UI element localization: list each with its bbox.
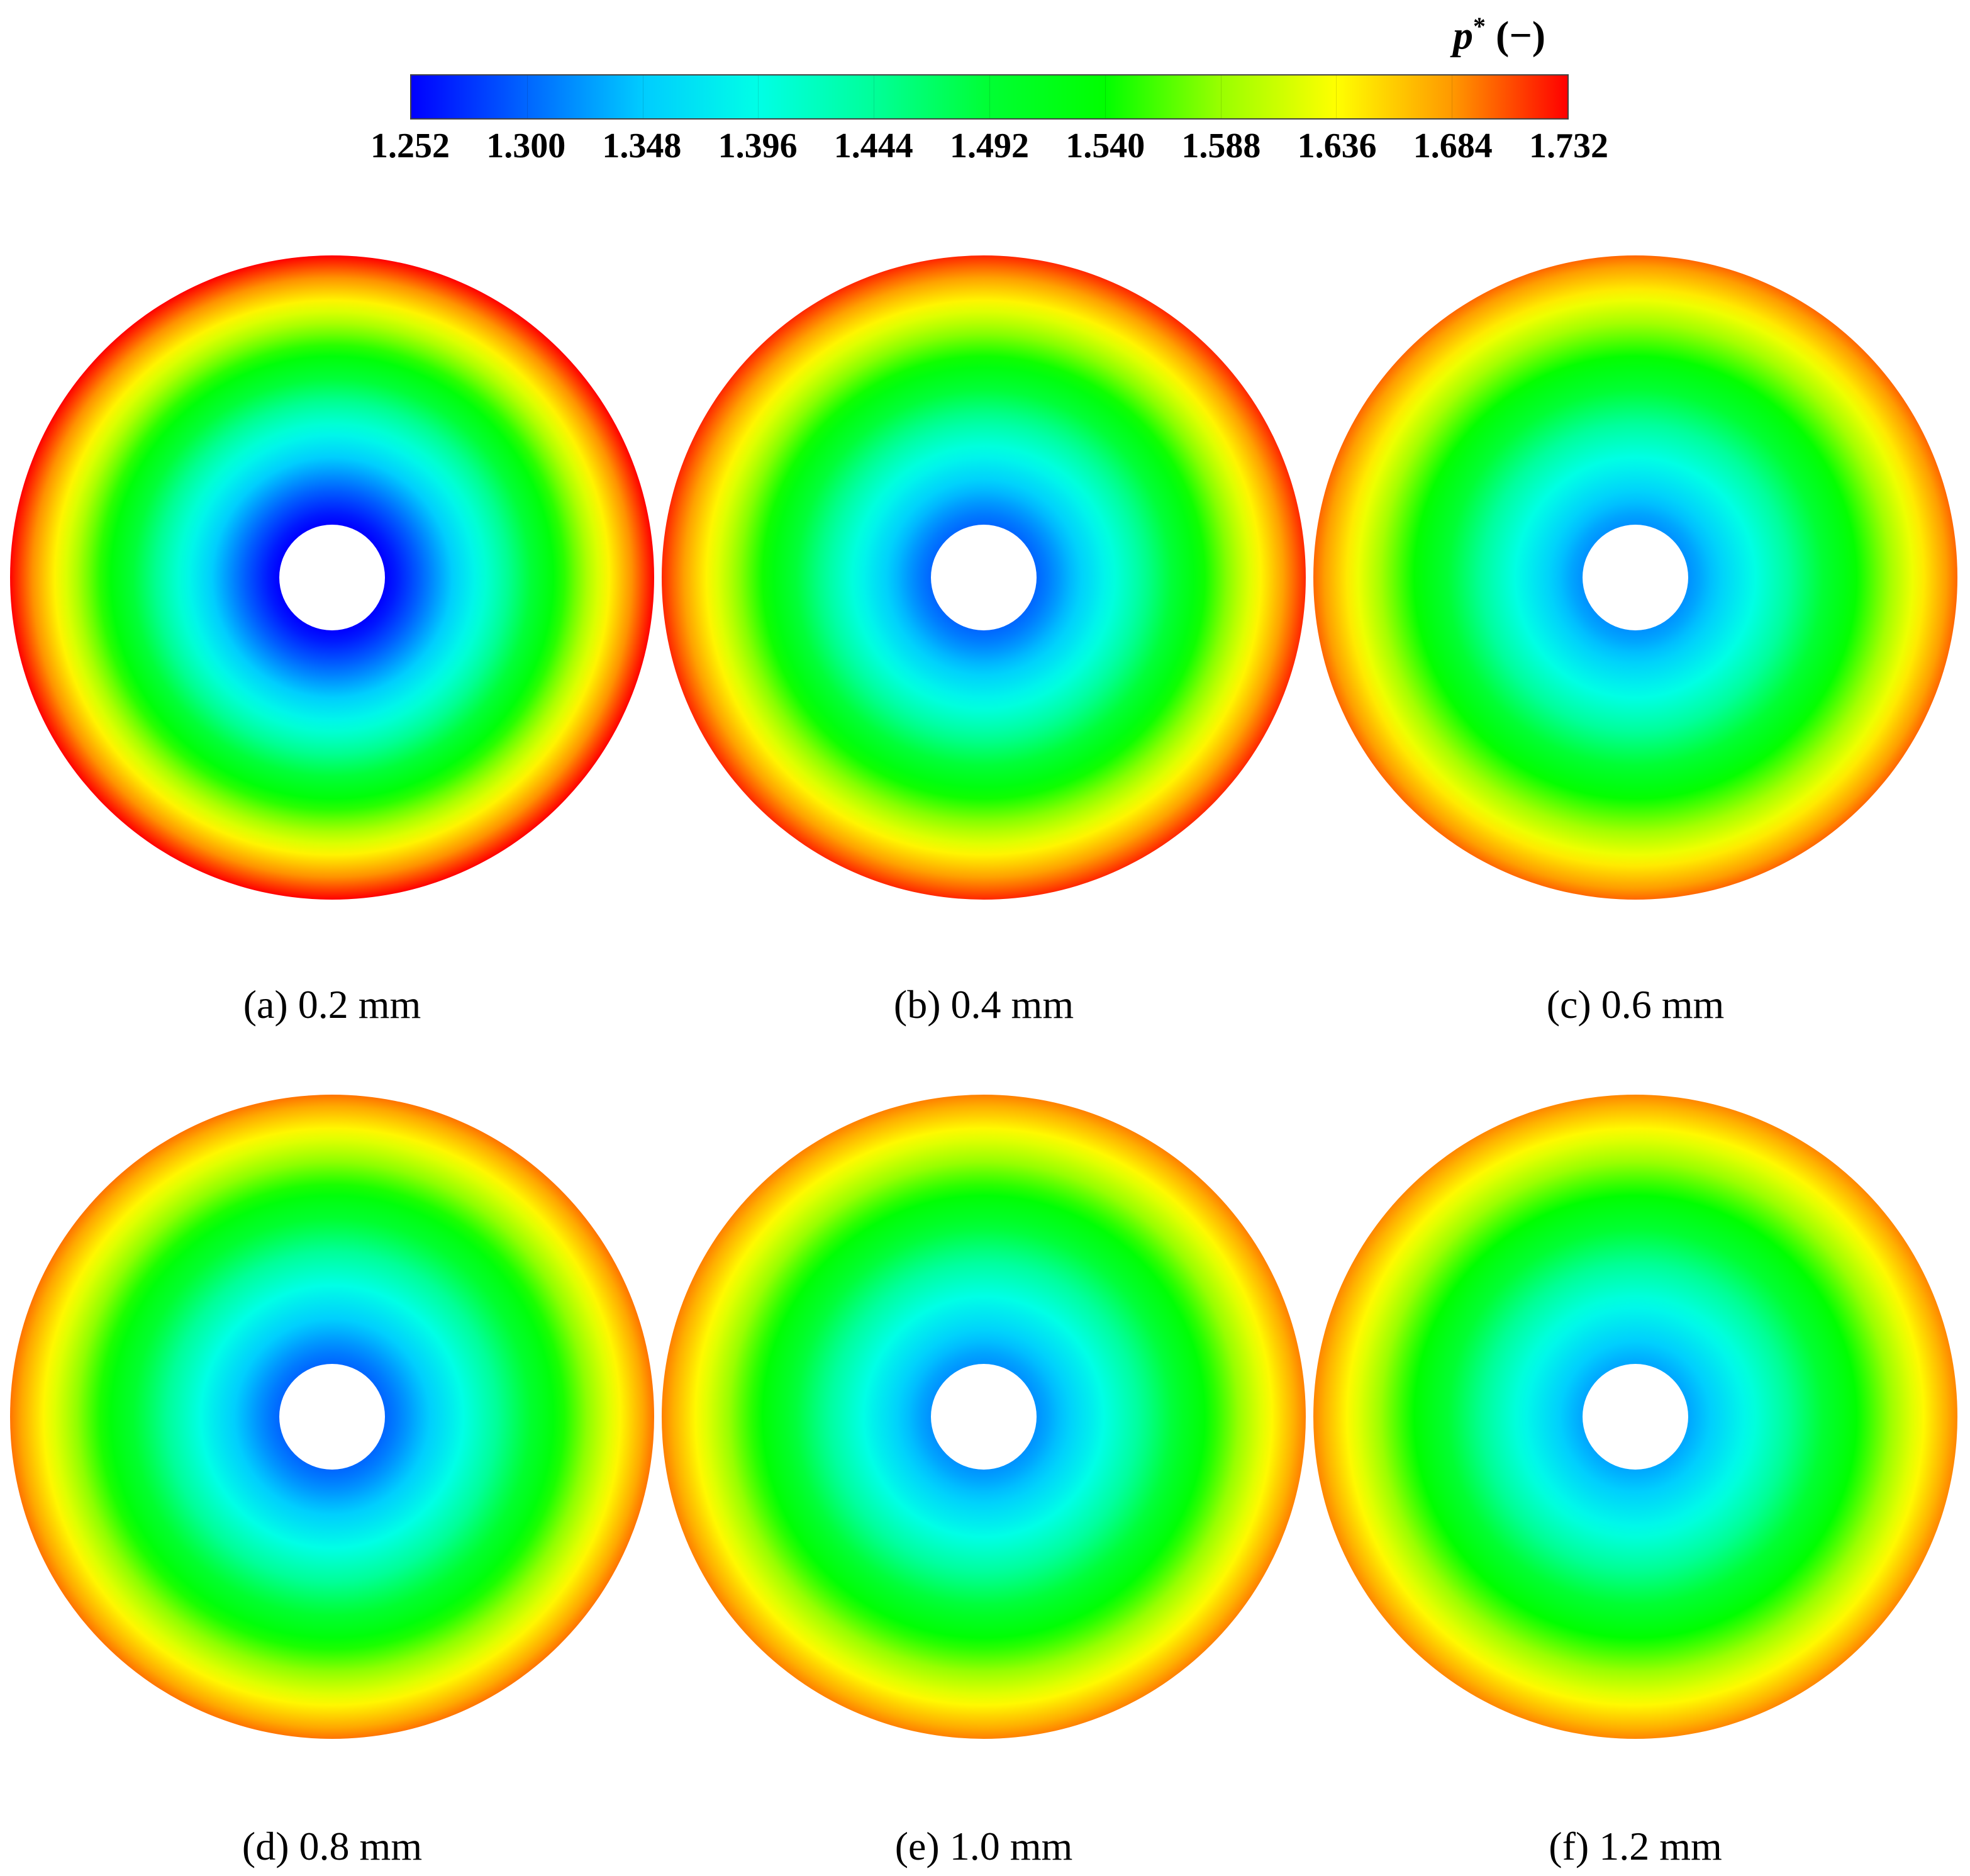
panel-caption: (e) 1.0 mm bbox=[894, 1824, 1073, 1868]
contour-panel bbox=[662, 1095, 1306, 1739]
colorbar bbox=[410, 74, 1569, 120]
contour-panel bbox=[1313, 1095, 1957, 1739]
contour-plot bbox=[1313, 255, 1957, 900]
colorbar-tick-label: 1.300 bbox=[486, 126, 566, 165]
colorbar-segment-divider bbox=[758, 75, 759, 118]
colorbar-tick-label: 1.636 bbox=[1297, 126, 1377, 165]
contour-plot bbox=[662, 1095, 1306, 1739]
center-hole bbox=[1583, 525, 1688, 630]
colorbar-segment-divider bbox=[1336, 75, 1337, 118]
center-hole bbox=[931, 1364, 1037, 1470]
panel-caption: (d) 0.8 mm bbox=[242, 1824, 423, 1868]
colorbar-title: p* (−) bbox=[1453, 11, 1545, 59]
colorbar-tick-label: 1.684 bbox=[1413, 126, 1493, 165]
colorbar-segment-divider bbox=[1220, 75, 1222, 118]
contour-plot bbox=[10, 255, 654, 900]
contour-panel bbox=[10, 1095, 654, 1739]
contour-plot bbox=[662, 255, 1306, 900]
panel-caption: (c) 0.6 mm bbox=[1546, 982, 1725, 1027]
center-hole bbox=[279, 1364, 385, 1470]
contour-plot bbox=[1313, 1095, 1957, 1739]
colorbar-tick-label: 1.252 bbox=[370, 126, 450, 165]
panel-caption: (b) 0.4 mm bbox=[893, 982, 1074, 1027]
center-hole bbox=[1583, 1364, 1688, 1470]
colorbar-tick-label: 1.540 bbox=[1066, 126, 1145, 165]
colorbar-tick-label: 1.492 bbox=[950, 126, 1029, 165]
colorbar-segment-divider bbox=[526, 75, 528, 118]
contour-panel bbox=[1313, 255, 1957, 900]
colorbar-title-unit: (−) bbox=[1496, 13, 1546, 58]
colorbar-tick-label: 1.588 bbox=[1181, 126, 1261, 165]
panel-caption: (f) 1.2 mm bbox=[1549, 1824, 1722, 1868]
colorbar-tick-label: 1.732 bbox=[1529, 126, 1608, 165]
panel-caption: (a) 0.2 mm bbox=[243, 982, 421, 1027]
colorbar-tick-label: 1.348 bbox=[602, 126, 682, 165]
colorbar-segment-divider bbox=[1105, 75, 1106, 118]
contour-panel bbox=[10, 255, 654, 900]
contour-plot bbox=[10, 1095, 654, 1739]
colorbar-tick-label: 1.444 bbox=[833, 126, 913, 165]
colorbar-title-superscript: * bbox=[1473, 12, 1486, 40]
colorbar-segment-divider bbox=[989, 75, 990, 118]
center-hole bbox=[279, 525, 385, 630]
colorbar-tick-label: 1.396 bbox=[718, 126, 798, 165]
colorbar-title-variable: p bbox=[1453, 13, 1473, 58]
contour-panel bbox=[662, 255, 1306, 900]
center-hole bbox=[931, 525, 1037, 630]
